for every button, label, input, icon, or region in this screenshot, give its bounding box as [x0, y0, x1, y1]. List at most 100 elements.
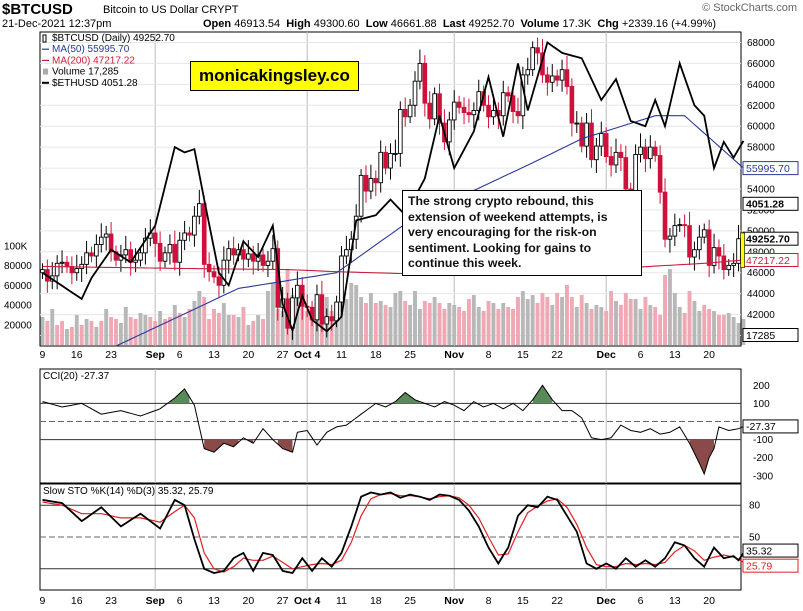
volume-bar [133, 319, 138, 345]
volume-bar [187, 309, 192, 345]
sto-k-last-label: 35.32 [746, 545, 772, 557]
volume-bar [716, 315, 721, 345]
candle-body [211, 271, 217, 278]
volume-bar [349, 283, 354, 345]
volume-bar [388, 307, 393, 345]
candle-body [344, 249, 349, 257]
candle-body [500, 92, 506, 117]
price-x-tick: 27 [277, 349, 289, 361]
volume-bar [579, 295, 584, 345]
candle-body [505, 92, 511, 97]
volume-bar [540, 293, 545, 345]
candle-body [721, 255, 727, 271]
candle-body [260, 254, 266, 266]
cci-legend: CCI(20) -27.37 [43, 371, 110, 382]
cci-negative-fill [277, 439, 293, 453]
volume-bar [609, 291, 614, 345]
volume-bar [643, 297, 648, 345]
price-y-tick: 42000 [747, 310, 775, 321]
price-x-tick: 6 [638, 349, 644, 361]
volume-bar [511, 309, 516, 345]
sto-y-tick: 80 [749, 501, 761, 512]
candle-body [456, 101, 462, 108]
watermark-logo: monicakingsley.co [190, 61, 359, 91]
candle-body [545, 74, 550, 83]
volume-bar [212, 309, 216, 345]
volume-bar [437, 303, 442, 345]
sto-d-last-label-box [742, 558, 799, 573]
sto-x-tick: 22 [551, 595, 563, 607]
volume-y-tick: 80000 [4, 261, 32, 272]
candle-body [241, 249, 246, 260]
volume-bar [383, 305, 388, 345]
volume-bar [167, 317, 172, 345]
volume-bar [207, 319, 212, 345]
price-x-tick: Oct 4 [294, 349, 320, 361]
candle-body [363, 174, 369, 192]
eth-last-label-box [742, 196, 799, 211]
cci-panel: 200 100 -100 -200 -300 CCI(20) -27.37 -27.37 [39, 368, 799, 484]
price-y-tick: 44000 [747, 289, 775, 300]
volume-bar [515, 297, 520, 345]
candle-body [231, 248, 236, 256]
candle-body [98, 236, 104, 245]
volume-bar [702, 305, 707, 345]
legend-entry: $ETHUSD 4051.28 [52, 78, 138, 89]
candle-body [535, 47, 540, 54]
price-y-tick: 54000 [747, 185, 775, 196]
volume-bar [69, 327, 74, 345]
price-x-tick: 20 [703, 349, 715, 361]
candle-body [579, 122, 584, 147]
sto-k-line [42, 491, 745, 575]
candle-body [530, 47, 535, 71]
candle-body [422, 62, 428, 104]
sto-x-tick: Oct 4 [294, 595, 320, 607]
price-y-tick: 64000 [747, 80, 775, 91]
close-last-label: 49252.70 [746, 233, 790, 245]
volume-bar [618, 305, 623, 345]
price-x-tick: Sep [146, 349, 165, 361]
volume-bar [231, 315, 236, 345]
cci-positive-fill [395, 392, 420, 404]
candle-body [486, 104, 491, 118]
sto-y-tick: 50 [749, 533, 761, 544]
candle-body [598, 133, 604, 147]
candle-body [608, 156, 614, 166]
candle-body [358, 174, 364, 217]
candle-body [84, 252, 89, 265]
volume-bar [712, 311, 716, 345]
candle-body [515, 111, 521, 117]
candle-body [103, 233, 109, 238]
candle-body [589, 122, 594, 161]
sto-k-last-label-box [742, 543, 799, 558]
candle-body [368, 178, 374, 192]
candle-body [123, 249, 129, 256]
volume-bar [197, 291, 202, 345]
candle-body [731, 262, 736, 266]
volume-bar [99, 321, 104, 345]
sto-x-tick: Dec [597, 595, 616, 607]
candle-body [716, 247, 722, 257]
candle-body [427, 102, 433, 120]
legend-entry: MA(50) 55995.70 [52, 44, 130, 55]
candle-body [711, 247, 717, 266]
volume-bar [452, 305, 457, 345]
cci-negative-fill [689, 439, 714, 474]
cci-line [42, 384, 744, 476]
candle-body [652, 146, 658, 156]
volume-bar [192, 301, 197, 345]
sto-x-tick: 15 [517, 595, 529, 607]
volume-bar [687, 291, 692, 345]
price-y-tick: 46000 [747, 268, 775, 279]
volume-bar [638, 309, 643, 345]
volume-y-tick: 60000 [4, 281, 32, 292]
volume-bar [138, 313, 143, 345]
cci-y-tick: -200 [753, 453, 773, 464]
candle-body [407, 104, 413, 118]
volume-bar [491, 303, 496, 345]
candle-body [221, 259, 227, 286]
candle-body [672, 225, 678, 237]
candle-body [726, 264, 732, 271]
candle-body [54, 262, 60, 277]
volume-bar [408, 305, 413, 345]
